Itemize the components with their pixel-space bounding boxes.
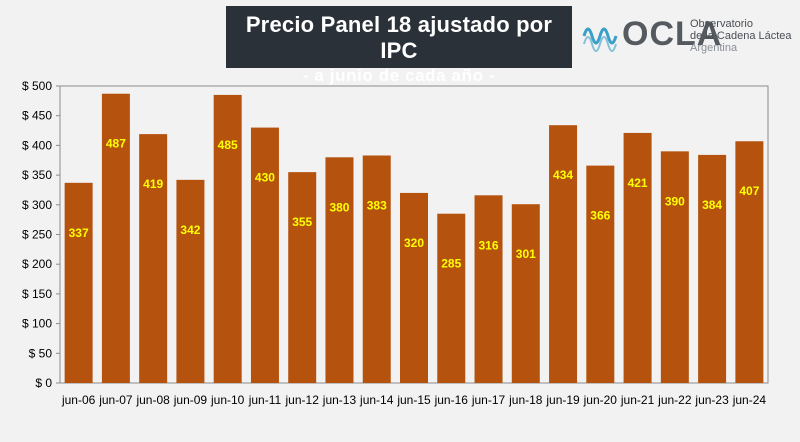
y-tick-label: $ 200 xyxy=(22,257,52,271)
y-tick-label: $ 500 xyxy=(22,79,52,93)
bar xyxy=(735,141,764,383)
y-tick-label: $ 450 xyxy=(22,109,52,123)
data-label: 419 xyxy=(143,177,163,191)
x-tick-label: jun-17 xyxy=(471,393,506,407)
y-tick-label: $ 150 xyxy=(22,287,52,301)
x-tick-label: jun-20 xyxy=(583,393,618,407)
chart-subtitle: - a junio de cada año - xyxy=(302,66,496,85)
bar xyxy=(549,125,578,383)
bar xyxy=(288,172,317,383)
data-label: 384 xyxy=(702,198,722,212)
bar xyxy=(474,195,503,383)
y-tick-label: $ 300 xyxy=(22,198,52,212)
logo-line-2: de la Cadena Láctea xyxy=(690,30,792,42)
data-label: 383 xyxy=(367,198,387,212)
bar xyxy=(250,127,279,383)
y-tick-label: $ 50 xyxy=(29,346,53,360)
x-tick-label: jun-13 xyxy=(322,393,357,407)
bar xyxy=(586,165,615,383)
data-label: 337 xyxy=(69,226,89,240)
bar xyxy=(623,132,652,383)
bar xyxy=(362,155,391,383)
logo-line-3: Argentina xyxy=(690,42,738,54)
x-tick-label: jun-09 xyxy=(173,393,208,407)
bar xyxy=(64,182,93,383)
data-label: 434 xyxy=(553,168,573,182)
data-label: 485 xyxy=(218,138,238,152)
bar xyxy=(139,134,168,383)
x-tick-label: jun-12 xyxy=(285,393,320,407)
x-tick-label: jun-16 xyxy=(434,393,469,407)
x-tick-label: jun-24 xyxy=(732,393,767,407)
data-label: 407 xyxy=(739,184,759,198)
bar xyxy=(176,179,205,383)
data-label: 316 xyxy=(479,238,499,252)
logo-wordmark: OCLA xyxy=(622,15,723,53)
data-label: 320 xyxy=(404,236,424,250)
x-tick-label: jun-06 xyxy=(61,393,96,407)
data-label: 301 xyxy=(516,247,536,261)
x-tick-label: jun-08 xyxy=(135,393,170,407)
chart-title: Precio Panel 18 ajustado por IPC xyxy=(245,12,553,63)
x-tick-label: jun-11 xyxy=(248,393,282,407)
x-tick-label: jun-22 xyxy=(657,393,692,407)
y-tick-label: $ 0 xyxy=(35,376,52,390)
data-label: 487 xyxy=(106,137,126,151)
x-tick-label: jun-07 xyxy=(98,393,133,407)
x-tick-label: jun-10 xyxy=(210,393,245,407)
data-label: 380 xyxy=(329,200,349,214)
chart-title-box: Precio Panel 18 ajustado por IPC - a jun… xyxy=(226,6,572,85)
y-tick-label: $ 100 xyxy=(22,317,52,331)
bar xyxy=(437,213,466,383)
bar xyxy=(400,192,428,383)
data-label: 355 xyxy=(292,215,312,229)
x-tick-label: jun-14 xyxy=(359,393,394,407)
logo-line-1: Observatorio xyxy=(690,18,753,30)
y-tick-label: $ 350 xyxy=(22,168,52,182)
data-label: 430 xyxy=(255,171,275,185)
waves-icon xyxy=(582,27,618,52)
bar xyxy=(101,93,130,384)
x-tick-label: jun-21 xyxy=(620,393,655,407)
bar xyxy=(660,151,689,383)
ocla-logo: OCLA Observatorio de la Cadena Láctea Ar… xyxy=(582,14,797,64)
y-tick-label: $ 400 xyxy=(22,138,52,152)
x-tick-label: jun-23 xyxy=(694,393,729,407)
x-tick-label: jun-18 xyxy=(508,393,543,407)
x-tick-label: jun-15 xyxy=(396,393,431,407)
y-tick-label: $ 250 xyxy=(22,228,52,242)
data-label: 390 xyxy=(665,194,685,208)
bar xyxy=(213,94,242,383)
data-label: 421 xyxy=(628,176,648,190)
bar xyxy=(325,157,354,383)
bar xyxy=(698,154,727,383)
data-label: 342 xyxy=(180,223,200,237)
x-tick-label: jun-19 xyxy=(545,393,580,407)
logo-subtitle: Observatorio de la Cadena Láctea Argenti… xyxy=(690,18,792,54)
data-label: 366 xyxy=(590,209,610,223)
data-label: 285 xyxy=(441,257,461,271)
bar xyxy=(511,204,540,383)
